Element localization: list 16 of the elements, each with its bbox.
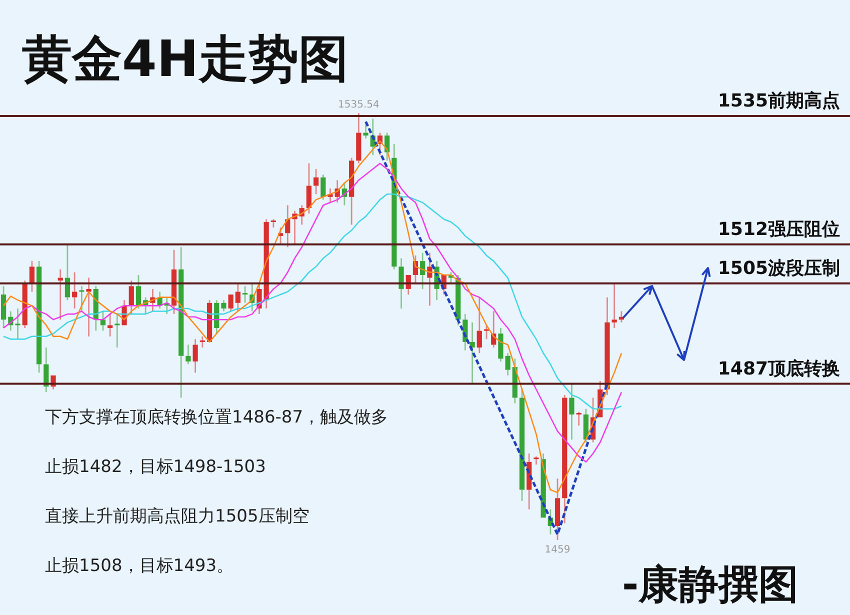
ref-line-label: 1535前期高点 [718, 90, 840, 112]
annotation: 1535.54 [338, 100, 380, 111]
text: -康静撰图 [622, 562, 799, 608]
candlestick [505, 352, 510, 376]
annotation: 1459 [544, 544, 570, 556]
annotation: 直接上升前期高点阻力1505压制空 [45, 506, 310, 526]
ref-line-label: 1512强压阻位 [718, 218, 840, 240]
text: 止损1508，目标1493。 [45, 556, 234, 576]
ref-line-label: 1505波段压制 [718, 258, 840, 280]
ref-line-label: 1487顶底转换 [718, 358, 840, 380]
chart-title: 黄金4H走势图 [22, 30, 349, 88]
annotation: 止损1482，目标1498-1503 [45, 456, 266, 477]
candlestick [221, 299, 226, 312]
annotation: 下方支撑在顶底转换位置1486-87，触及做多 [45, 407, 388, 428]
candlestick [320, 174, 326, 200]
candlestick [498, 327, 504, 362]
